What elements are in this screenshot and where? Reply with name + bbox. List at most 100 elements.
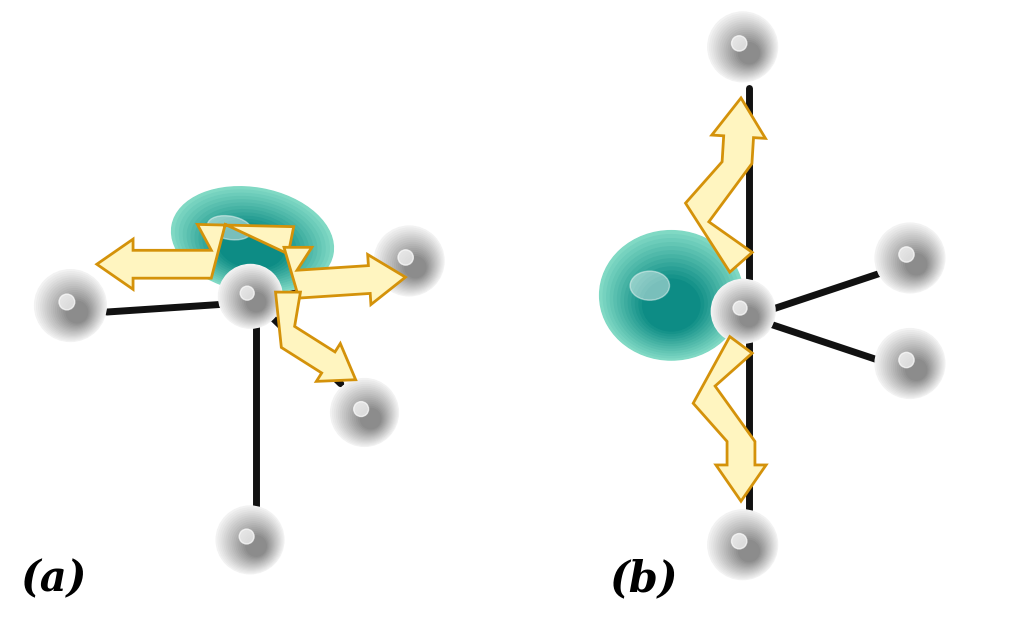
Circle shape xyxy=(389,240,436,287)
Circle shape xyxy=(720,522,770,572)
Polygon shape xyxy=(275,292,356,382)
Circle shape xyxy=(713,282,774,342)
Circle shape xyxy=(222,268,280,326)
Circle shape xyxy=(726,294,766,334)
Circle shape xyxy=(355,403,385,433)
Circle shape xyxy=(398,250,413,265)
Circle shape xyxy=(218,508,282,573)
Circle shape xyxy=(875,223,945,293)
Circle shape xyxy=(246,536,266,556)
Circle shape xyxy=(711,280,775,343)
Circle shape xyxy=(885,339,939,392)
Circle shape xyxy=(237,283,271,317)
Circle shape xyxy=(343,390,392,440)
Circle shape xyxy=(353,401,386,433)
Circle shape xyxy=(226,516,278,568)
Circle shape xyxy=(715,283,773,341)
Circle shape xyxy=(901,355,929,383)
Circle shape xyxy=(895,243,933,281)
Circle shape xyxy=(45,280,100,335)
Ellipse shape xyxy=(632,267,711,338)
Circle shape xyxy=(224,270,279,325)
Circle shape xyxy=(897,246,932,280)
Circle shape xyxy=(899,247,915,262)
Circle shape xyxy=(233,280,273,319)
Circle shape xyxy=(739,541,759,561)
Circle shape xyxy=(730,34,764,68)
Circle shape xyxy=(728,296,765,333)
Circle shape xyxy=(733,302,762,330)
Ellipse shape xyxy=(607,239,736,355)
Circle shape xyxy=(395,247,432,283)
Circle shape xyxy=(236,526,272,562)
Circle shape xyxy=(901,250,929,277)
Circle shape xyxy=(738,306,760,327)
Circle shape xyxy=(883,231,940,288)
Circle shape xyxy=(239,285,270,316)
Circle shape xyxy=(37,272,105,340)
Ellipse shape xyxy=(618,251,725,348)
Circle shape xyxy=(385,236,438,290)
Circle shape xyxy=(730,533,764,566)
Circle shape xyxy=(224,514,279,569)
Circle shape xyxy=(244,290,267,313)
Circle shape xyxy=(55,290,94,329)
Circle shape xyxy=(893,241,934,282)
Ellipse shape xyxy=(639,275,704,333)
Ellipse shape xyxy=(203,213,300,276)
Circle shape xyxy=(891,345,935,389)
Circle shape xyxy=(708,510,777,580)
Circle shape xyxy=(383,234,439,291)
Ellipse shape xyxy=(199,210,304,278)
Circle shape xyxy=(374,226,444,296)
Ellipse shape xyxy=(176,190,329,290)
Ellipse shape xyxy=(630,271,669,300)
Circle shape xyxy=(732,36,763,68)
Circle shape xyxy=(393,245,433,285)
Ellipse shape xyxy=(611,243,732,353)
Circle shape xyxy=(737,538,761,562)
Ellipse shape xyxy=(628,263,714,341)
Circle shape xyxy=(379,230,442,294)
Circle shape xyxy=(899,248,930,278)
Text: (b): (b) xyxy=(610,558,678,600)
Circle shape xyxy=(905,359,927,380)
Circle shape xyxy=(59,295,91,327)
Circle shape xyxy=(349,396,388,436)
Circle shape xyxy=(35,269,106,341)
Circle shape xyxy=(714,18,774,78)
Circle shape xyxy=(899,353,930,384)
Circle shape xyxy=(879,227,942,290)
Circle shape xyxy=(881,335,941,395)
Circle shape xyxy=(241,287,269,315)
Circle shape xyxy=(358,406,382,430)
Circle shape xyxy=(724,526,768,570)
Circle shape xyxy=(875,329,945,398)
Polygon shape xyxy=(97,224,294,289)
Circle shape xyxy=(216,506,283,574)
Polygon shape xyxy=(685,98,765,272)
Circle shape xyxy=(222,512,280,570)
Circle shape xyxy=(716,20,772,77)
Ellipse shape xyxy=(211,220,292,273)
Circle shape xyxy=(219,264,282,328)
Circle shape xyxy=(339,387,394,441)
Circle shape xyxy=(243,534,267,557)
Circle shape xyxy=(391,243,435,286)
Ellipse shape xyxy=(207,217,296,275)
Ellipse shape xyxy=(172,187,333,292)
Circle shape xyxy=(721,289,769,338)
Circle shape xyxy=(732,534,763,565)
Circle shape xyxy=(881,229,941,289)
Circle shape xyxy=(736,304,761,329)
Circle shape xyxy=(238,528,271,561)
Circle shape xyxy=(722,26,769,73)
Circle shape xyxy=(728,531,765,568)
Ellipse shape xyxy=(604,234,740,357)
Circle shape xyxy=(899,352,915,368)
Circle shape xyxy=(879,333,942,396)
Circle shape xyxy=(717,285,771,340)
Ellipse shape xyxy=(208,216,252,240)
Circle shape xyxy=(242,289,268,314)
Circle shape xyxy=(235,282,272,318)
